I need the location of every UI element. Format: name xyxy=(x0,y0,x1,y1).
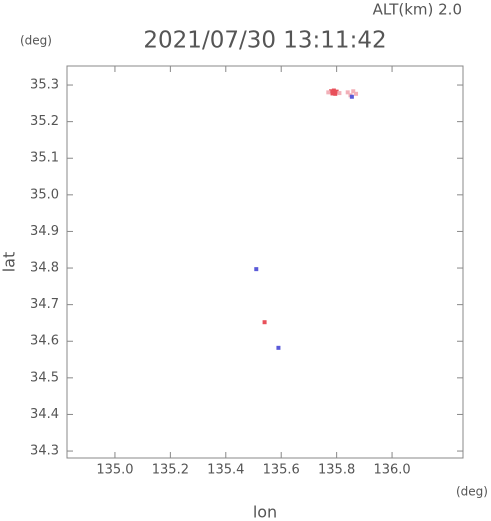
plot-frame xyxy=(66,65,464,459)
y-axis-label: lat xyxy=(0,252,19,273)
y-tick-label: 35.1 xyxy=(30,151,59,166)
y-tick-label: 35.3 xyxy=(30,78,59,93)
y-tick-label: 34.8 xyxy=(30,261,59,276)
chart-title: 2021/07/30 13:11:42 xyxy=(143,28,386,54)
y-tick-label: 35.0 xyxy=(30,187,59,202)
point xyxy=(333,91,338,96)
y-tick-label: 34.4 xyxy=(30,407,59,422)
point xyxy=(326,90,331,95)
point xyxy=(329,89,334,94)
point xyxy=(331,88,336,93)
point xyxy=(262,320,267,325)
x-tick-label: 135.6 xyxy=(263,463,300,478)
x-tick-label: 135.2 xyxy=(152,463,189,478)
x-tick-label: 135.0 xyxy=(96,463,133,478)
y-tick-label: 35.2 xyxy=(30,114,59,129)
x-unit: (deg) xyxy=(456,485,488,499)
point xyxy=(276,345,281,350)
point xyxy=(345,90,350,95)
altitude-label: ALT(km) 2.0 xyxy=(373,1,462,19)
point xyxy=(330,91,335,96)
y-tick-label: 34.9 xyxy=(30,224,59,239)
y-tick-label: 34.6 xyxy=(30,334,59,349)
point xyxy=(334,89,339,94)
point xyxy=(254,267,259,272)
point xyxy=(349,94,354,99)
y-tick-label: 34.5 xyxy=(30,370,59,385)
x-tick-label: 135.8 xyxy=(318,463,355,478)
y-unit: (deg) xyxy=(20,34,52,48)
point xyxy=(351,89,356,94)
x-tick-label: 135.4 xyxy=(207,463,244,478)
point xyxy=(337,91,342,96)
y-tick-label: 34.7 xyxy=(30,297,59,312)
x-tick-label: 136.0 xyxy=(373,463,410,478)
x-axis-label: lon xyxy=(253,503,277,521)
point xyxy=(354,91,359,96)
y-tick-label: 34.3 xyxy=(30,444,59,459)
